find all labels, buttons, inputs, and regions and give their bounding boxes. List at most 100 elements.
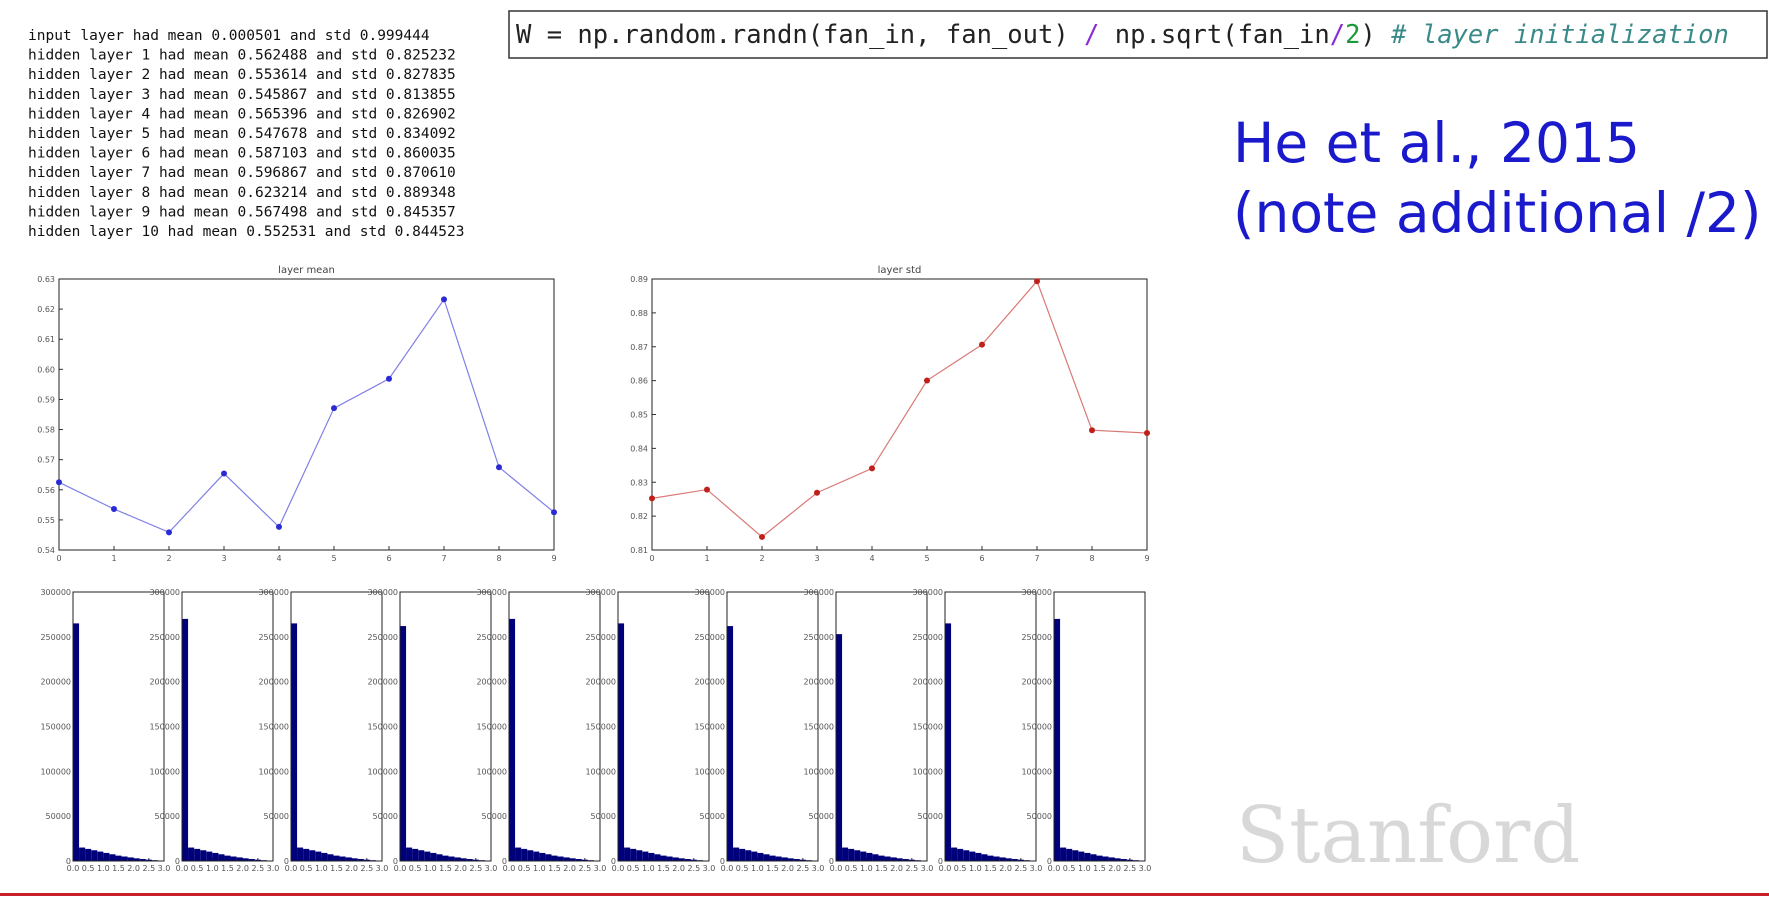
x-tick-label: 0.0 xyxy=(285,864,298,873)
y-tick-label: 250000 xyxy=(367,633,398,642)
hist-bar xyxy=(751,851,758,861)
y-tick-label: 200000 xyxy=(803,678,834,687)
x-tick-label: 0 xyxy=(56,554,61,563)
hist-bar xyxy=(945,623,952,861)
hist-bar xyxy=(951,847,958,861)
y-tick-label: 50000 xyxy=(918,812,943,821)
y-tick-label: 0 xyxy=(938,857,943,866)
hist-bar xyxy=(690,859,697,861)
y-tick-label: 0.54 xyxy=(37,546,55,555)
hist-bar xyxy=(127,857,134,861)
y-tick-label: 150000 xyxy=(803,723,834,732)
hist-bar xyxy=(321,852,328,861)
hist-bar xyxy=(745,850,752,861)
hist-bar xyxy=(1060,847,1067,861)
hist-bar xyxy=(291,623,298,861)
x-tick-label: 3.0 xyxy=(1030,864,1043,873)
hist-bar xyxy=(315,851,322,861)
x-tick-label: 0.5 xyxy=(191,864,204,873)
hist-bar xyxy=(521,848,528,861)
y-tick-label: 250000 xyxy=(476,633,507,642)
y-tick-label: 200000 xyxy=(694,678,725,687)
x-tick-label: 2.5 xyxy=(1014,864,1027,873)
log-line: hidden layer 10 had mean 0.552531 and st… xyxy=(28,224,465,240)
hist-bar xyxy=(182,618,189,861)
hist-bar xyxy=(357,859,364,861)
plot-frame xyxy=(58,278,555,551)
hist-bar xyxy=(618,623,625,861)
hist-bar xyxy=(212,852,219,861)
hist-bar xyxy=(739,848,746,861)
y-tick-label: 50000 xyxy=(155,812,180,821)
log-line: input layer had mean 0.000501 and std 0.… xyxy=(28,28,430,44)
hist-bar xyxy=(400,626,407,861)
hist-bar xyxy=(848,848,855,861)
hist-bar xyxy=(842,847,849,861)
hist-bar xyxy=(569,858,576,861)
hist-bar xyxy=(448,856,455,861)
hist-bar xyxy=(993,856,1000,861)
x-tick-label: 1.5 xyxy=(221,864,234,873)
hist-bar xyxy=(545,854,552,861)
x-tick-label: 3.0 xyxy=(594,864,607,873)
point xyxy=(1089,427,1095,434)
hist-bar xyxy=(557,856,564,861)
x-tick-label: 2 xyxy=(759,554,764,563)
x-tick-label: 3 xyxy=(814,554,819,563)
y-tick-label: 100000 xyxy=(803,767,834,776)
x-tick-label: 0.5 xyxy=(627,864,640,873)
x-tick-label: 6 xyxy=(386,554,391,563)
log-output: input layer had mean 0.000501 and std 0.… xyxy=(28,28,465,240)
hist-bar xyxy=(902,859,909,861)
y-tick-label: 0.59 xyxy=(37,395,55,404)
x-tick-label: 2.5 xyxy=(905,864,918,873)
y-tick-label: 200000 xyxy=(149,678,180,687)
y-tick-label: 200000 xyxy=(40,678,71,687)
y-tick-label: 50000 xyxy=(264,812,289,821)
hist-bar xyxy=(896,858,903,861)
x-tick-label: 0.5 xyxy=(845,864,858,873)
x-tick-label: 2.5 xyxy=(360,864,373,873)
x-tick-label: 2.0 xyxy=(345,864,358,873)
hist-bar xyxy=(139,859,146,861)
x-tick-label: 1.5 xyxy=(330,864,343,873)
hist-bar xyxy=(860,851,867,861)
x-tick-label: 3.0 xyxy=(921,864,934,873)
y-tick-label: 150000 xyxy=(149,723,180,732)
hist-bar xyxy=(1096,855,1103,861)
x-tick-label: 2.0 xyxy=(127,864,140,873)
x-tick-label: 0.0 xyxy=(67,864,80,873)
x-tick-label: 5 xyxy=(331,554,336,563)
hist-bar xyxy=(339,856,346,861)
x-tick-label: 2.0 xyxy=(890,864,903,873)
y-tick-label: 50000 xyxy=(482,812,507,821)
y-tick-label: 0.89 xyxy=(630,275,648,284)
y-tick-label: 50000 xyxy=(1027,812,1052,821)
x-tick-label: 2.5 xyxy=(251,864,264,873)
hist-bar xyxy=(103,852,110,861)
y-tick-label: 200000 xyxy=(476,678,507,687)
x-tick-label: 1.0 xyxy=(315,864,328,873)
point xyxy=(551,509,557,516)
hist-bar xyxy=(1114,858,1121,861)
hist-bar xyxy=(1090,854,1097,861)
hist-bar xyxy=(85,848,92,861)
x-tick-label: 1.5 xyxy=(657,864,670,873)
hist-bar xyxy=(121,856,128,861)
hist-bar xyxy=(1126,859,1133,861)
x-tick-label: 9 xyxy=(1144,554,1149,563)
code: / xyxy=(1330,20,1345,50)
x-tick-label: 2.5 xyxy=(796,864,809,873)
hist-bar xyxy=(890,857,897,861)
x-tick-label: 2.0 xyxy=(999,864,1012,873)
note: (note additional /2) xyxy=(1233,181,1761,245)
y-tick-label: 100000 xyxy=(40,767,71,776)
x-tick-label: 1.5 xyxy=(984,864,997,873)
x-tick-label: 3.0 xyxy=(703,864,716,873)
x-tick-label: 7 xyxy=(441,554,446,563)
plot-frame xyxy=(399,591,492,862)
hist-bar xyxy=(757,852,764,861)
y-tick-label: 150000 xyxy=(585,723,616,732)
hist-bar xyxy=(775,856,782,861)
y-tick-label: 0.55 xyxy=(37,516,55,525)
